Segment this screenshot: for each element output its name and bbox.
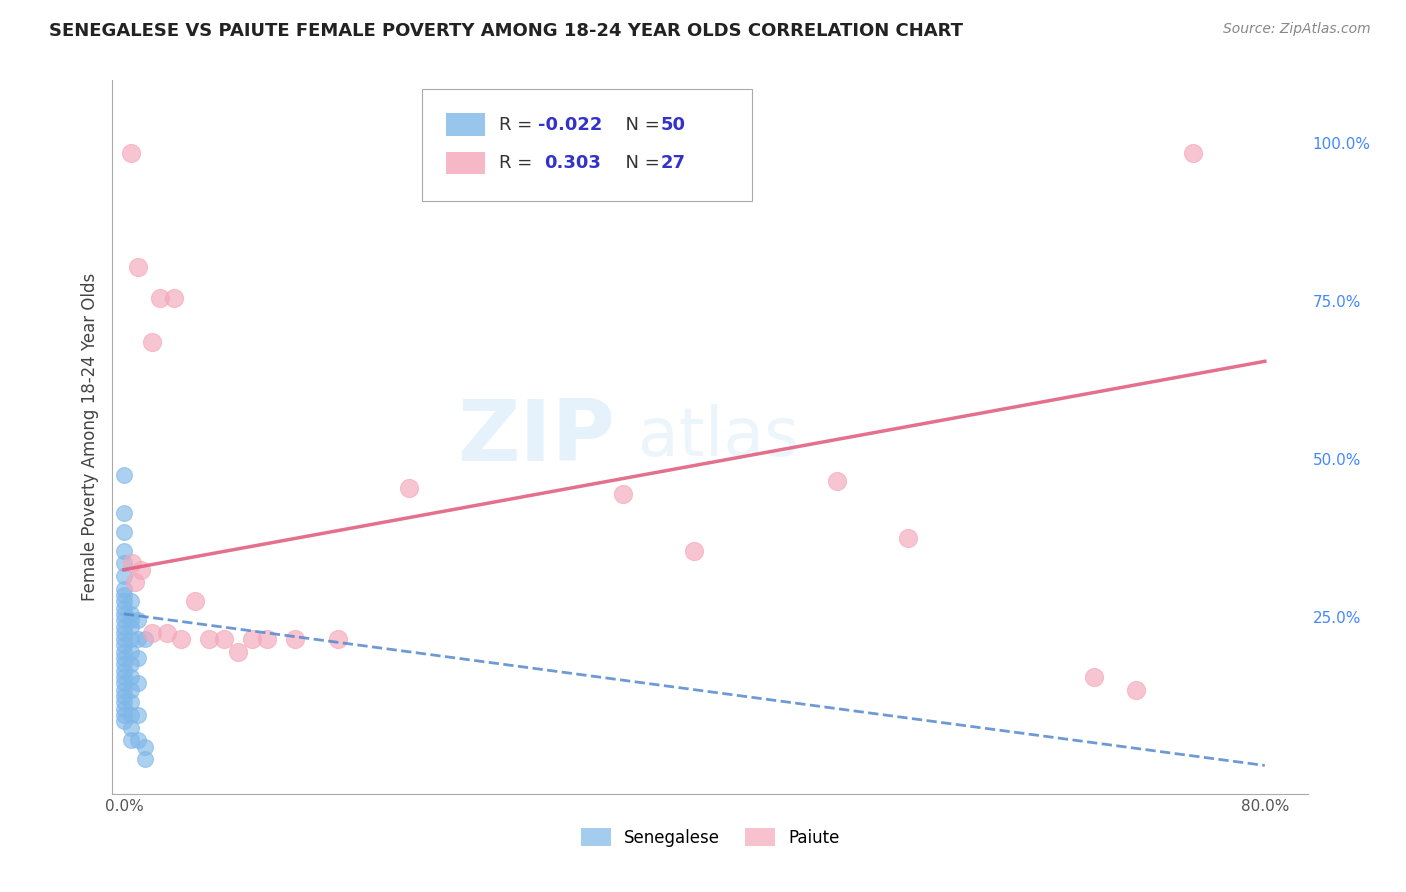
Point [112,600,135,615]
Point [120,733,142,747]
Text: R =: R = [499,154,544,172]
Text: R =: R = [499,116,538,134]
Point [112,632,135,647]
Point [120,607,142,621]
Point [897,531,920,545]
Point [127,632,149,647]
Point [112,588,135,602]
Point [212,632,235,647]
Point [112,651,135,665]
Point [127,651,149,665]
Point [127,708,149,723]
Point [134,632,156,647]
Point [112,607,135,621]
Text: 27: 27 [661,154,686,172]
Point [398,481,420,495]
Point [112,506,135,520]
Point [240,632,263,647]
Point [120,619,142,633]
Point [683,543,706,558]
Text: N =: N = [614,116,666,134]
Point [120,657,142,672]
Point [120,682,142,697]
Point [120,632,142,647]
Point [112,467,135,482]
Point [226,645,249,659]
Point [198,632,221,647]
Text: Source: ZipAtlas.com: Source: ZipAtlas.com [1223,22,1371,37]
Text: -0.022: -0.022 [538,116,603,134]
Point [170,632,193,647]
Point [112,569,135,583]
Point [127,260,149,274]
Point [112,682,135,697]
Point [112,645,135,659]
Point [129,563,152,577]
Point [112,701,135,715]
Point [120,695,142,709]
Point [112,689,135,703]
Point [256,632,278,647]
Point [120,645,142,659]
Point [326,632,349,647]
Point [112,582,135,596]
Point [612,487,634,501]
Point [112,613,135,627]
Point [127,676,149,690]
Point [120,670,142,684]
Point [120,708,142,723]
Point [112,639,135,653]
Point [112,695,135,709]
Point [112,714,135,729]
Text: atlas: atlas [638,404,799,470]
Point [112,594,135,608]
Point [141,625,163,640]
Point [1083,670,1105,684]
Point [284,632,307,647]
Legend: Senegalese, Paiute: Senegalese, Paiute [574,822,846,854]
Point [1125,682,1147,697]
Point [127,613,149,627]
Text: 0.303: 0.303 [544,154,600,172]
Point [112,524,135,539]
Point [112,557,135,571]
Point [112,619,135,633]
Point [134,739,156,754]
Point [124,575,146,590]
Text: SENEGALESE VS PAIUTE FEMALE POVERTY AMONG 18-24 YEAR OLDS CORRELATION CHART: SENEGALESE VS PAIUTE FEMALE POVERTY AMON… [49,22,963,40]
Point [112,708,135,723]
Text: ZIP: ZIP [457,395,614,479]
Point [120,145,142,160]
Point [184,594,207,608]
Point [825,475,848,489]
Y-axis label: Female Poverty Among 18-24 Year Olds: Female Poverty Among 18-24 Year Olds [80,273,98,601]
Point [112,664,135,678]
Point [112,676,135,690]
Point [120,594,142,608]
Point [112,543,135,558]
Point [1182,145,1205,160]
Point [112,670,135,684]
Point [120,613,142,627]
Point [120,721,142,735]
Point [156,625,179,640]
Text: 50: 50 [661,116,686,134]
Point [127,733,149,747]
Point [163,291,186,305]
Point [112,625,135,640]
Point [141,335,163,350]
Text: N =: N = [614,154,666,172]
Point [148,291,170,305]
Point [134,752,156,766]
Point [112,657,135,672]
Point [121,557,143,571]
